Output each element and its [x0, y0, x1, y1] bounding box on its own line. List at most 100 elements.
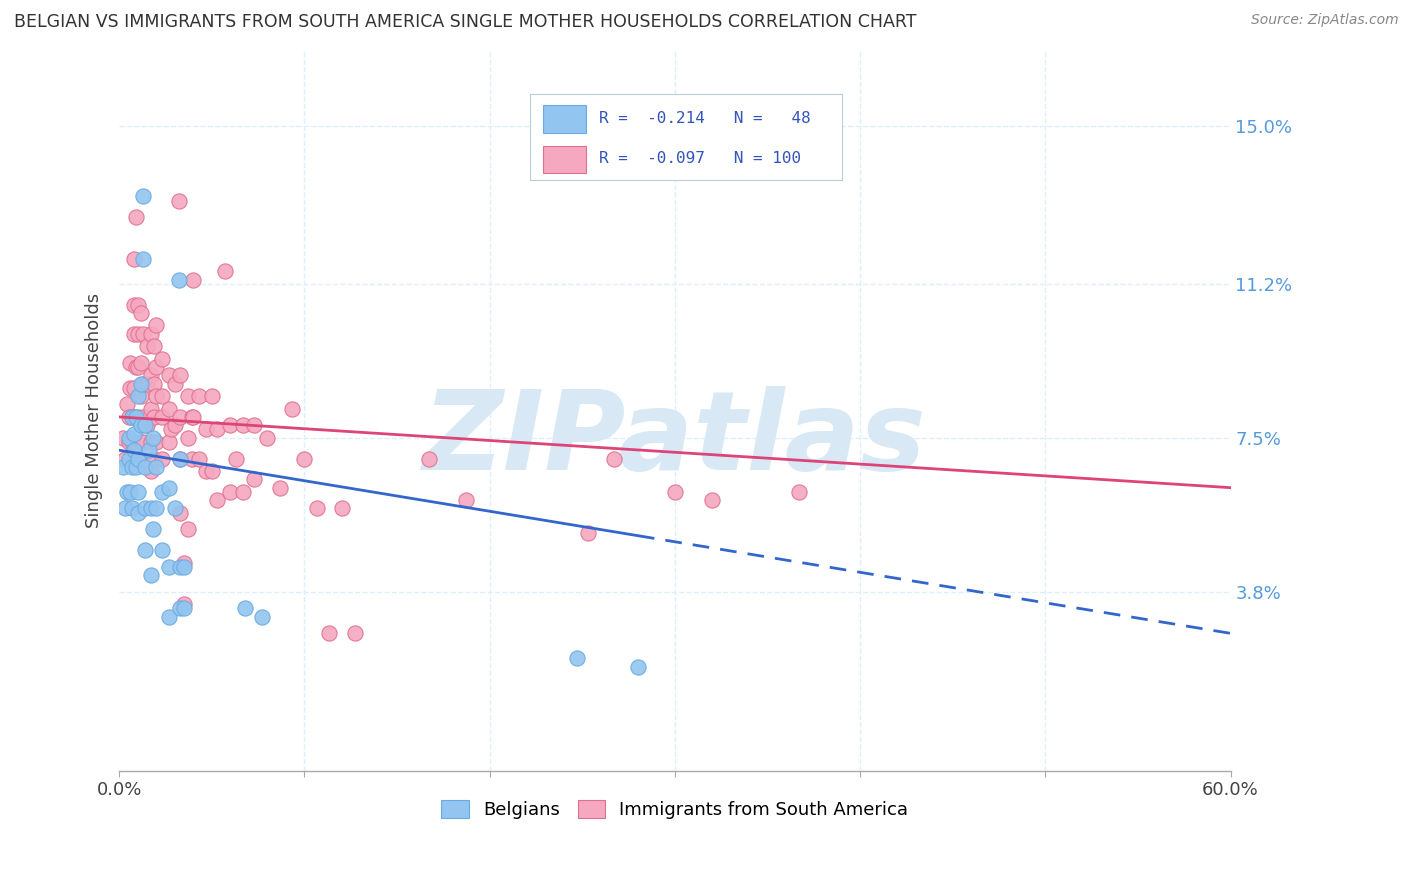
Point	[173, 559, 195, 574]
Point	[139, 326, 162, 341]
Point	[136, 376, 159, 391]
Point	[163, 501, 186, 516]
Point	[142, 522, 165, 536]
Point	[187, 451, 209, 466]
Point	[664, 484, 686, 499]
Point	[232, 484, 254, 499]
Point	[157, 609, 180, 624]
Point	[127, 484, 149, 499]
Point	[576, 526, 599, 541]
Point	[117, 451, 139, 466]
Point	[163, 376, 186, 391]
Point	[115, 484, 138, 499]
Point	[183, 409, 205, 424]
Point	[131, 306, 153, 320]
Point	[330, 501, 353, 516]
Point	[150, 389, 173, 403]
Point	[454, 493, 477, 508]
Point	[243, 472, 266, 486]
Point	[201, 389, 224, 403]
Point	[169, 451, 191, 466]
Point	[150, 409, 173, 424]
Point	[122, 252, 145, 266]
Y-axis label: Single Mother Households: Single Mother Households	[86, 293, 103, 528]
Point	[225, 451, 247, 466]
Point	[122, 326, 145, 341]
Point	[132, 434, 155, 449]
Point	[214, 264, 236, 278]
Point	[122, 443, 145, 458]
Point	[157, 401, 180, 416]
Point	[219, 484, 242, 499]
Point	[169, 409, 191, 424]
Point	[180, 451, 202, 466]
Point	[121, 409, 143, 424]
Point	[318, 626, 340, 640]
Point	[115, 397, 138, 411]
Point	[139, 464, 162, 478]
Point	[138, 443, 160, 458]
Point	[603, 451, 626, 466]
Point	[143, 339, 166, 353]
Point	[167, 272, 190, 286]
Point	[125, 409, 148, 424]
Point	[122, 426, 145, 441]
Point	[121, 459, 143, 474]
Point	[134, 501, 156, 516]
Point	[169, 601, 191, 615]
Point	[127, 326, 149, 341]
Point	[132, 409, 155, 424]
Point	[121, 434, 143, 449]
Point	[125, 210, 148, 224]
Point	[169, 451, 191, 466]
Point	[139, 501, 162, 516]
Point	[219, 418, 242, 433]
Point	[201, 464, 224, 478]
Point	[233, 601, 256, 615]
Point	[177, 389, 200, 403]
Point	[167, 194, 190, 208]
Point	[131, 434, 153, 449]
Point	[120, 381, 142, 395]
Text: ZIPatlas: ZIPatlas	[423, 386, 927, 493]
Point	[114, 451, 136, 466]
Point	[131, 356, 153, 370]
Point	[157, 368, 180, 383]
Point	[114, 501, 136, 516]
Point	[150, 451, 173, 466]
Point	[131, 389, 153, 403]
Point	[117, 409, 139, 424]
Point	[169, 506, 191, 520]
Point	[125, 459, 148, 474]
Point	[111, 459, 134, 474]
Point	[145, 359, 167, 374]
Point	[136, 418, 159, 433]
Point	[250, 609, 273, 624]
Point	[150, 351, 173, 366]
Point	[122, 409, 145, 424]
Point	[139, 568, 162, 582]
Point	[120, 356, 142, 370]
Point	[150, 543, 173, 558]
Point	[120, 484, 142, 499]
Point	[145, 389, 167, 403]
Point	[127, 451, 149, 466]
Point	[280, 401, 302, 416]
Point	[243, 418, 266, 433]
Point	[173, 601, 195, 615]
Point	[131, 418, 153, 433]
Point	[131, 376, 153, 391]
Point	[787, 484, 810, 499]
Legend: Belgians, Immigrants from South America: Belgians, Immigrants from South America	[434, 793, 915, 827]
Point	[139, 434, 162, 449]
Point	[143, 409, 166, 424]
Point	[127, 297, 149, 311]
Point	[177, 522, 200, 536]
Point	[127, 506, 149, 520]
Point	[157, 481, 180, 495]
Point	[136, 339, 159, 353]
Point	[418, 451, 440, 466]
Point	[269, 481, 291, 495]
Point	[150, 484, 173, 499]
Point	[143, 451, 166, 466]
